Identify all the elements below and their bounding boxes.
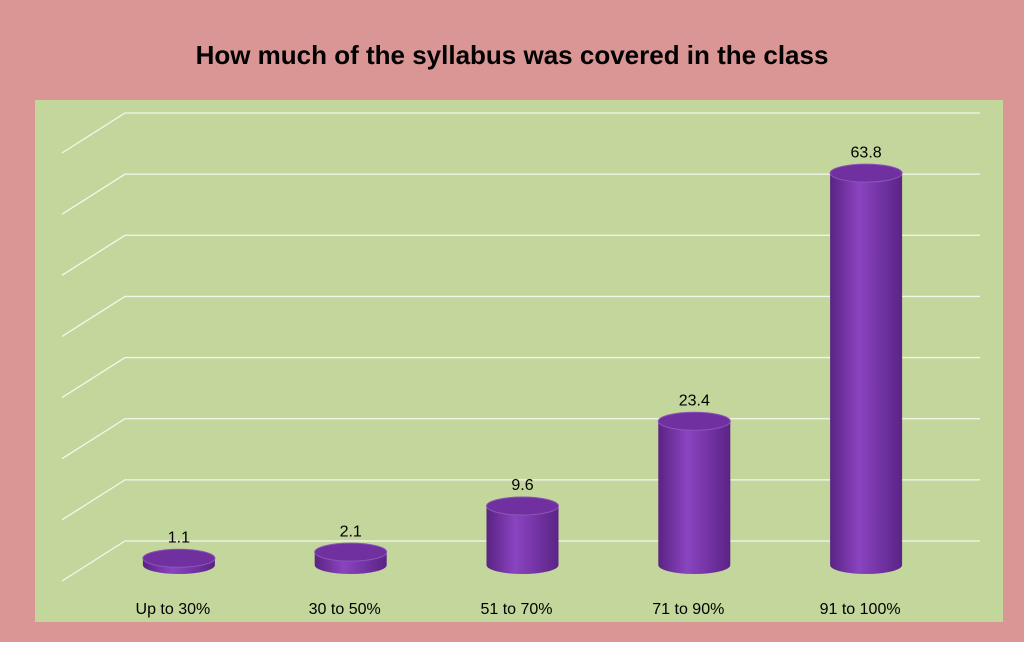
data-label: 9.6 [511, 477, 533, 494]
x-tick-label: 91 to 100% [820, 601, 901, 618]
x-tick-label: 51 to 70% [480, 601, 552, 618]
grid-line [61, 173, 980, 215]
bar [142, 548, 216, 574]
grid-line [61, 295, 980, 337]
bar-body [658, 421, 731, 574]
bar [829, 163, 903, 575]
bar-top [142, 548, 216, 568]
bar-top [657, 411, 731, 431]
x-tick-label: Up to 30% [136, 601, 211, 618]
bar-body [830, 173, 903, 575]
grid-line [61, 234, 980, 276]
data-label: 63.8 [851, 144, 882, 161]
data-label: 1.1 [168, 529, 190, 546]
grid-line [61, 112, 980, 154]
data-label: 23.4 [679, 392, 710, 409]
x-tick-label: 71 to 90% [652, 601, 724, 618]
grid-line [61, 356, 980, 399]
bar [657, 411, 731, 574]
bar-top [314, 542, 388, 562]
bar [314, 542, 388, 574]
x-tick-label: 30 to 50% [309, 601, 381, 618]
chart-title: How much of the syllabus was covered in … [196, 40, 829, 70]
bar-top [829, 163, 903, 183]
data-label: 2.1 [340, 523, 362, 540]
bar-body [486, 506, 559, 574]
bar [486, 496, 559, 574]
bar-top [486, 496, 559, 516]
